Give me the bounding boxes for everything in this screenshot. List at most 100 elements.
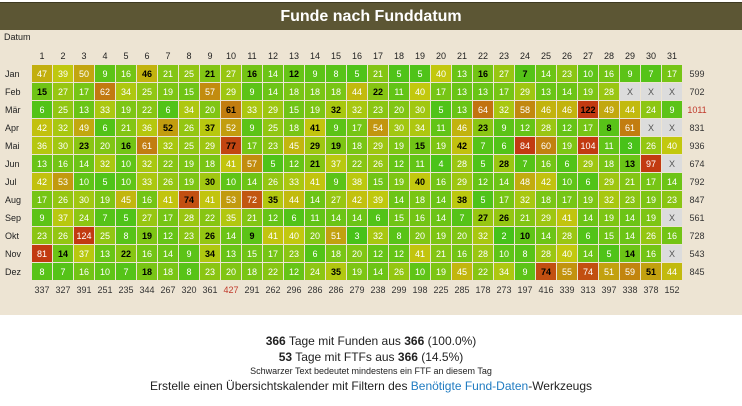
day-cell[interactable]: 28: [494, 155, 514, 172]
day-cell[interactable]: 19: [578, 83, 598, 100]
day-cell[interactable]: 23: [32, 227, 52, 244]
day-cell[interactable]: 17: [662, 65, 682, 82]
day-cell[interactable]: 15: [389, 209, 409, 226]
day-cell[interactable]: 14: [557, 83, 577, 100]
day-cell[interactable]: 21: [368, 65, 388, 82]
day-cell[interactable]: 19: [431, 137, 451, 154]
day-cell[interactable]: 29: [368, 137, 388, 154]
day-cell[interactable]: 23: [284, 245, 304, 262]
day-cell[interactable]: 33: [242, 101, 262, 118]
day-cell[interactable]: 17: [242, 137, 262, 154]
day-cell[interactable]: 14: [620, 227, 640, 244]
day-cell[interactable]: 13: [536, 83, 556, 100]
day-cell[interactable]: 41: [263, 227, 283, 244]
day-cell[interactable]: 14: [578, 245, 598, 262]
day-cell[interactable]: 72: [242, 191, 262, 208]
day-cell[interactable]: 14: [74, 155, 94, 172]
day-cell[interactable]: 9: [326, 119, 346, 136]
day-cell[interactable]: 44: [347, 83, 367, 100]
day-cell[interactable]: 7: [116, 263, 136, 280]
day-cell[interactable]: 84: [515, 137, 535, 154]
day-cell[interactable]: 19: [347, 263, 367, 280]
day-cell[interactable]: 18: [326, 83, 346, 100]
day-cell[interactable]: 14: [536, 65, 556, 82]
day-cell[interactable]: 52: [158, 119, 178, 136]
day-cell[interactable]: 17: [494, 83, 514, 100]
day-cell[interactable]: 6: [305, 245, 325, 262]
day-cell[interactable]: 12: [158, 227, 178, 244]
day-cell[interactable]: 19: [389, 137, 409, 154]
day-cell[interactable]: 44: [662, 263, 682, 280]
day-cell[interactable]: 7: [95, 209, 115, 226]
day-cell[interactable]: 22: [347, 155, 367, 172]
day-cell[interactable]: 7: [452, 209, 472, 226]
day-cell[interactable]: 16: [431, 173, 451, 190]
day-cell[interactable]: 9: [305, 65, 325, 82]
day-cell[interactable]: 6: [158, 101, 178, 118]
day-cell[interactable]: 28: [452, 155, 472, 172]
day-cell[interactable]: 26: [494, 209, 514, 226]
day-cell[interactable]: 23: [473, 119, 493, 136]
day-cell[interactable]: 26: [368, 155, 388, 172]
day-cell[interactable]: 34: [200, 245, 220, 262]
day-cell[interactable]: 9: [494, 119, 514, 136]
day-cell[interactable]: 30: [74, 191, 94, 208]
day-cell[interactable]: 21: [620, 173, 640, 190]
day-cell[interactable]: 48: [515, 173, 535, 190]
day-cell[interactable]: 13: [95, 245, 115, 262]
day-cell[interactable]: 58: [515, 101, 535, 118]
day-cell[interactable]: 10: [410, 263, 430, 280]
day-cell[interactable]: 25: [263, 119, 283, 136]
day-cell[interactable]: 14: [431, 209, 451, 226]
day-cell[interactable]: 7: [515, 155, 535, 172]
day-cell[interactable]: 20: [347, 245, 367, 262]
day-cell[interactable]: 19: [95, 191, 115, 208]
day-cell[interactable]: 29: [515, 83, 535, 100]
day-cell[interactable]: 27: [53, 83, 73, 100]
day-cell[interactable]: 5: [347, 65, 367, 82]
day-cell[interactable]: 23: [200, 263, 220, 280]
day-cell[interactable]: 14: [620, 209, 640, 226]
day-cell[interactable]: 7: [641, 65, 661, 82]
day-cell[interactable]: 19: [116, 101, 136, 118]
day-cell[interactable]: 24: [305, 263, 325, 280]
day-cell[interactable]: 61: [221, 101, 241, 118]
required-find-data-link[interactable]: Benötigte Fund-Daten: [410, 379, 529, 393]
day-cell[interactable]: 21: [116, 119, 136, 136]
day-cell[interactable]: 8: [116, 227, 136, 244]
day-cell[interactable]: 35: [263, 191, 283, 208]
day-cell[interactable]: 6: [284, 209, 304, 226]
day-cell[interactable]: 9: [662, 101, 682, 118]
day-cell[interactable]: 16: [137, 245, 157, 262]
day-cell[interactable]: 55: [557, 263, 577, 280]
day-cell[interactable]: 62: [95, 83, 115, 100]
day-cell[interactable]: 12: [368, 245, 388, 262]
day-cell[interactable]: 53: [53, 173, 73, 190]
day-cell[interactable]: 19: [578, 191, 598, 208]
day-cell[interactable]: 26: [641, 227, 661, 244]
day-cell[interactable]: 19: [641, 209, 661, 226]
day-cell[interactable]: 97: [641, 155, 661, 172]
day-cell[interactable]: 19: [389, 173, 409, 190]
day-cell[interactable]: X: [662, 155, 682, 172]
day-cell[interactable]: 10: [578, 65, 598, 82]
day-cell[interactable]: 60: [536, 137, 556, 154]
day-cell[interactable]: 5: [95, 173, 115, 190]
day-cell[interactable]: 16: [137, 191, 157, 208]
day-cell[interactable]: 45: [452, 263, 472, 280]
day-cell[interactable]: 29: [200, 137, 220, 154]
day-cell[interactable]: 32: [473, 227, 493, 244]
day-cell[interactable]: 19: [641, 191, 661, 208]
day-cell[interactable]: 28: [536, 119, 556, 136]
day-cell[interactable]: 17: [557, 191, 577, 208]
day-cell[interactable]: 8: [179, 263, 199, 280]
day-cell[interactable]: 5: [473, 191, 493, 208]
day-cell[interactable]: 28: [599, 83, 619, 100]
day-cell[interactable]: 20: [389, 101, 409, 118]
day-cell[interactable]: 8: [32, 263, 52, 280]
day-cell[interactable]: 3: [620, 137, 640, 154]
day-cell[interactable]: 9: [242, 227, 262, 244]
day-cell[interactable]: 32: [494, 101, 514, 118]
day-cell[interactable]: 8: [326, 65, 346, 82]
day-cell[interactable]: 17: [74, 83, 94, 100]
